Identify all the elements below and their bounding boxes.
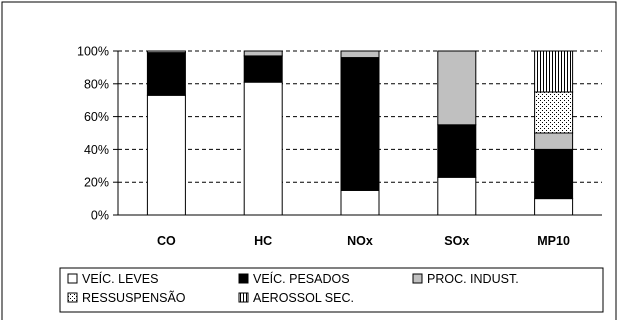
bar-segment [146,94,186,216]
legend-label: AEROSSOL SEC. [253,291,354,305]
legend-swatch [238,292,249,303]
legend-label: VEÍC. LEVES [82,271,158,286]
bar-segment [437,176,477,216]
legend: VEÍC. LEVES VEÍC. PESADOS PROC. INDUST. RES… [59,267,604,313]
bar-segment [534,91,574,134]
bar-segment [437,124,477,178]
x-category-label: NOx [347,234,373,248]
y-tick-label: 0% [91,209,109,223]
bar-segment [146,50,186,54]
x-category-label: CO [157,234,176,248]
bar-segment [340,189,380,216]
bar-segment [340,57,380,191]
legend-label: RESSUSPENSÃO [82,291,186,305]
bar-segment [534,132,574,150]
y-tick-label: 80% [84,77,109,91]
y-tick-label: 40% [84,143,109,157]
bar-segment [534,148,574,200]
legend-swatch [67,292,78,303]
bar-segment [340,50,380,59]
bar-segment [243,81,283,216]
bar-segment [243,50,283,57]
bar-segment [437,50,477,126]
bar-segment [534,198,574,216]
bar-segment [146,52,186,96]
legend-swatch [412,273,423,284]
axes: 0% 20% 40% 60% 80% 100% CO HC NOx SOx MP10 [77,45,602,248]
y-tick-label: 60% [84,110,109,124]
bars [146,50,574,216]
bar-segment [243,55,283,83]
y-tick-label: 20% [84,176,109,190]
y-tick-label: 100% [77,45,109,59]
x-category-label: SOx [444,234,469,248]
chart-frame [1,1,617,320]
x-category-label: HC [254,234,272,248]
legend-swatch [67,273,78,284]
x-category-label: MP10 [537,234,570,248]
legend-label: VEÍC. PESADOS [253,271,350,286]
legend-label: PROC. INDUST. [427,272,519,286]
bar-segment [534,50,574,93]
legend-swatch [238,273,249,284]
legend-box [59,267,604,313]
outer-border [1,1,617,320]
